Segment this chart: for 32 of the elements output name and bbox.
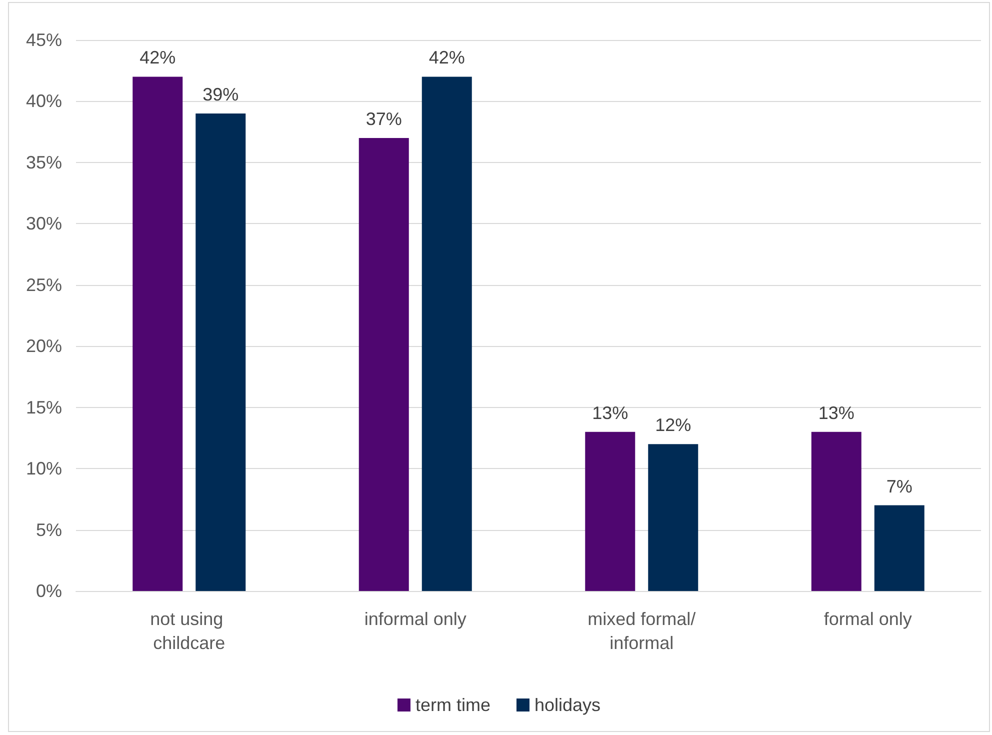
bar	[422, 76, 472, 591]
y-tick-label: 5%	[36, 520, 62, 540]
y-tick-label: 0%	[36, 581, 62, 601]
bar	[648, 444, 698, 591]
data-label: 42%	[140, 48, 176, 68]
bar	[358, 138, 409, 591]
bar	[874, 505, 924, 591]
legend-label: holidays	[534, 695, 601, 715]
y-tick-label: 15%	[26, 397, 62, 418]
data-label: 7%	[886, 476, 912, 496]
legend-label: term time	[415, 695, 490, 715]
x-tick-label: formal only	[824, 609, 912, 629]
y-tick-label: 40%	[26, 91, 62, 112]
y-tick-label: 30%	[26, 214, 62, 234]
x-tick-label: mixed formal/informal	[588, 609, 696, 653]
data-label: 12%	[655, 415, 692, 436]
bar	[811, 432, 862, 591]
data-label: 42%	[428, 48, 465, 68]
y-tick-label: 10%	[26, 458, 62, 479]
data-label: 37%	[366, 108, 402, 129]
x-tick-label: informal only	[364, 609, 466, 629]
y-tick-label: 35%	[26, 152, 62, 172]
bar	[132, 76, 183, 591]
y-tick-label: 25%	[26, 274, 62, 295]
x-tick-label: not using childcare	[150, 609, 228, 653]
data-label: 13%	[592, 402, 628, 423]
y-tick-label: 45%	[26, 30, 62, 50]
bar	[196, 113, 246, 591]
data-label: 39%	[202, 84, 239, 104]
y-tick-label: 20%	[26, 336, 62, 356]
data-label: 13%	[818, 402, 854, 423]
bar	[585, 432, 636, 591]
